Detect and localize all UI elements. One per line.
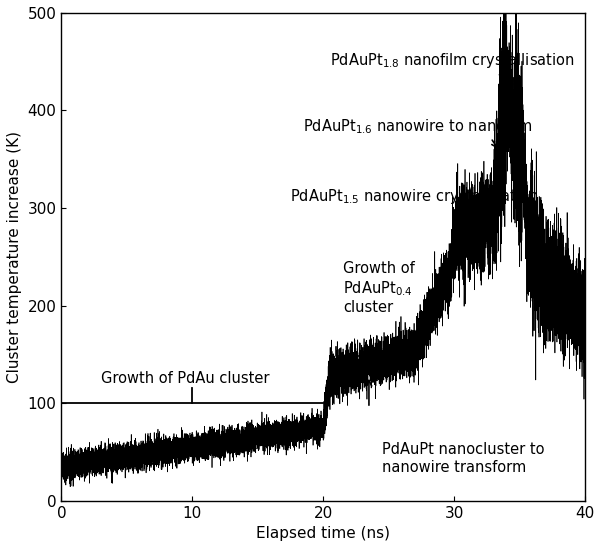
Text: PdAuPt$_{1.6}$ nanowire to nanofilm: PdAuPt$_{1.6}$ nanowire to nanofilm: [304, 117, 533, 136]
Text: Growth of PdAu cluster: Growth of PdAu cluster: [101, 370, 269, 386]
X-axis label: Elapsed time (ns): Elapsed time (ns): [256, 526, 390, 541]
Text: Growth of
PdAuPt$_{0.4}$
cluster: Growth of PdAuPt$_{0.4}$ cluster: [343, 261, 415, 315]
Y-axis label: Cluster temperature increase (K): Cluster temperature increase (K): [7, 131, 22, 383]
Text: PdAuPt nanocluster to
nanowire transform: PdAuPt nanocluster to nanowire transform: [382, 442, 544, 475]
Text: PdAuPt$_{1.5}$ nanowire crystallization: PdAuPt$_{1.5}$ nanowire crystallization: [290, 187, 539, 206]
Text: PdAuPt$_{1.8}$ nanofilm crystallisation: PdAuPt$_{1.8}$ nanofilm crystallisation: [330, 50, 574, 70]
